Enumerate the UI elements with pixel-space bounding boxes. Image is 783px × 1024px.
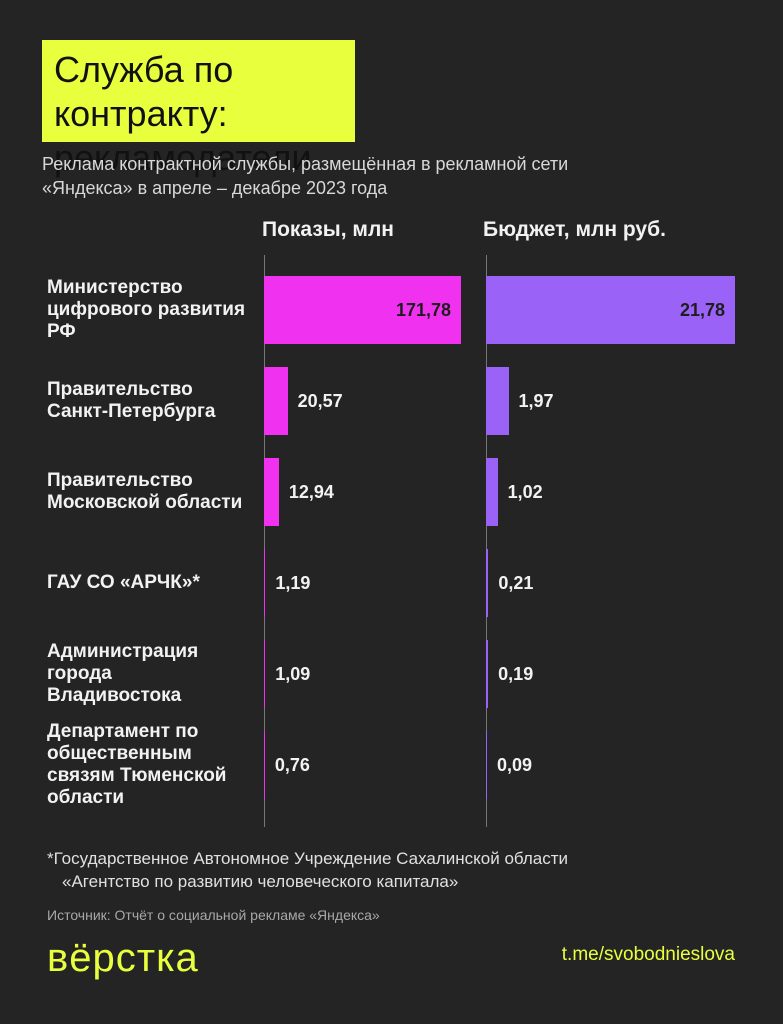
bar [486, 458, 498, 526]
value-label: 1,19 [275, 573, 311, 593]
value-label: 12,94 [288, 482, 334, 502]
bar [264, 458, 279, 526]
subtitle: «Яндекса» в апреле – декабре 2023 года [42, 178, 388, 198]
subtitle: Реклама контрактной службы, размещённая … [42, 154, 569, 174]
panel-title: Бюджет, млн руб. [483, 218, 666, 241]
value-label: 1,02 [507, 482, 543, 502]
category-label: Администрация города Владивостока [47, 641, 199, 706]
bar [486, 640, 489, 708]
logo: вёрстка [47, 936, 199, 980]
bar [486, 549, 489, 617]
category-label: Правительство Санкт-Петербурга [47, 379, 216, 422]
category-label: Министерство цифрового развития РФ [47, 277, 246, 342]
bar [264, 276, 461, 344]
value-label: 0,09 [497, 755, 533, 775]
bar [264, 640, 266, 708]
category-label: ГАУ СО «АРЧК»* [47, 572, 200, 593]
value-label: 20,57 [297, 391, 343, 411]
footnote: «Агентство по развитию человеческого кап… [62, 872, 459, 891]
axis-line [486, 255, 487, 827]
bar [486, 367, 509, 435]
value-label: 0,19 [498, 664, 534, 684]
bar [486, 731, 488, 799]
bar [486, 276, 735, 344]
source: Источник: Отчёт о социальной рекламе «Ян… [47, 907, 380, 923]
axis-line [264, 255, 265, 827]
title-line: Служба по контракту: [54, 49, 234, 134]
bar [264, 367, 288, 435]
value-label: 0,76 [274, 755, 310, 775]
category-label: Департамент по общественным связям Тюмен… [47, 721, 227, 808]
footnote: *Государственное Автономное Учреждение С… [47, 849, 569, 868]
value-label: 171,78 [396, 300, 452, 320]
value-label: 1,09 [275, 664, 311, 684]
value-label: 21,78 [680, 300, 726, 320]
bar [264, 549, 266, 617]
panel-title: Показы, млн [262, 218, 394, 241]
title-line: рекламодатели [54, 137, 312, 178]
bar [264, 731, 265, 799]
link[interactable]: t.me/svobodnieslova [561, 944, 735, 965]
category-label: Правительство Московской области [47, 470, 243, 513]
value-label: 0,21 [498, 573, 534, 593]
value-label: 1,97 [518, 391, 554, 411]
title-box: Служба по контракту: рекламодатели [42, 40, 355, 178]
